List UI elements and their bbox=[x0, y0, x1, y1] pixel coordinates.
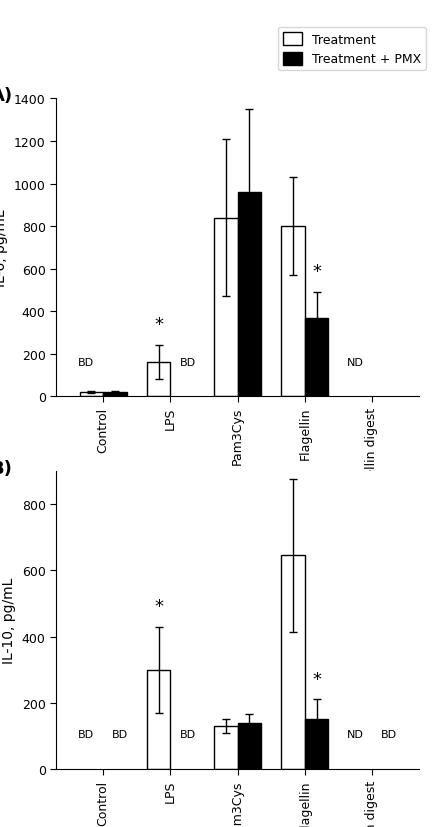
Text: A): A) bbox=[0, 88, 13, 105]
Text: BD: BD bbox=[78, 357, 94, 367]
Text: BD: BD bbox=[112, 729, 128, 739]
Bar bbox=[147, 363, 170, 397]
Bar bbox=[214, 726, 238, 769]
Text: *: * bbox=[154, 597, 163, 615]
Text: BD: BD bbox=[179, 357, 196, 367]
Text: *: * bbox=[312, 263, 321, 281]
Bar bbox=[281, 556, 305, 769]
Y-axis label: IL-6, pg/mL: IL-6, pg/mL bbox=[0, 209, 8, 287]
Text: *: * bbox=[154, 316, 163, 334]
Bar bbox=[79, 393, 103, 397]
Bar bbox=[238, 193, 261, 397]
Text: BD: BD bbox=[381, 729, 397, 739]
Text: ND: ND bbox=[346, 729, 363, 739]
Bar bbox=[238, 723, 261, 769]
Text: B): B) bbox=[0, 460, 13, 477]
Legend: Treatment, Treatment + PMX: Treatment, Treatment + PMX bbox=[278, 28, 426, 71]
Text: *: * bbox=[312, 670, 321, 688]
Text: BD: BD bbox=[78, 729, 94, 739]
Bar bbox=[147, 670, 170, 769]
Bar bbox=[214, 218, 238, 397]
Text: BD: BD bbox=[179, 729, 196, 739]
Bar bbox=[305, 719, 328, 769]
Bar bbox=[305, 318, 328, 397]
Bar bbox=[103, 393, 127, 397]
Y-axis label: IL-10, pg/mL: IL-10, pg/mL bbox=[2, 577, 16, 663]
Bar bbox=[281, 227, 305, 397]
Text: ND: ND bbox=[346, 357, 363, 367]
